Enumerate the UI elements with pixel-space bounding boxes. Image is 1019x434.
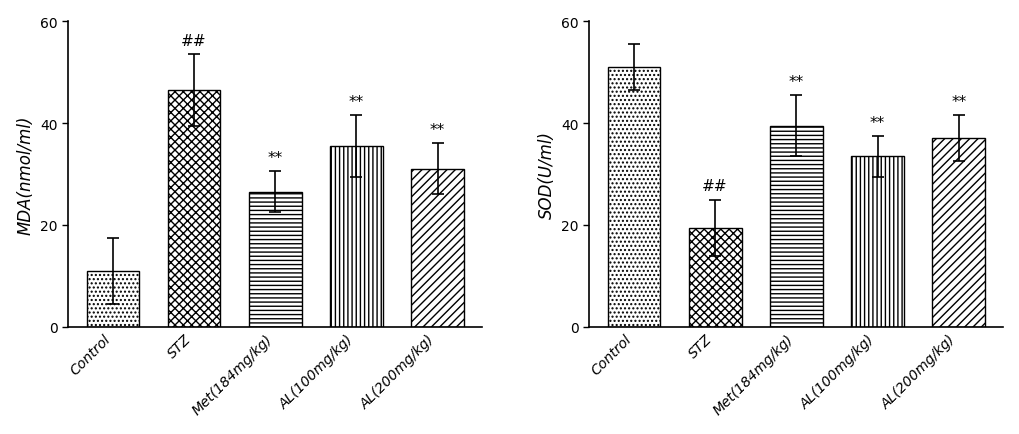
Bar (688, 228, 741, 327)
Y-axis label: SOD(U/ml): SOD(U/ml) (537, 131, 555, 219)
Text: **: ** (788, 75, 803, 90)
Text: ##: ## (702, 179, 728, 194)
Bar (850, 157, 903, 327)
Text: **: ** (430, 123, 444, 138)
Text: **: ** (950, 95, 965, 110)
Text: **: ** (348, 95, 364, 110)
Bar (607, 68, 659, 327)
Bar (249, 192, 302, 327)
Bar (330, 147, 382, 327)
Text: **: ** (869, 115, 884, 130)
Text: ##: ## (181, 34, 207, 49)
Bar (87, 271, 140, 327)
Bar (411, 170, 464, 327)
Bar (769, 126, 822, 327)
Text: **: ** (267, 151, 282, 166)
Bar (167, 91, 220, 327)
Y-axis label: MDA(nmol/ml): MDA(nmol/ml) (16, 115, 35, 234)
Bar (931, 139, 984, 327)
